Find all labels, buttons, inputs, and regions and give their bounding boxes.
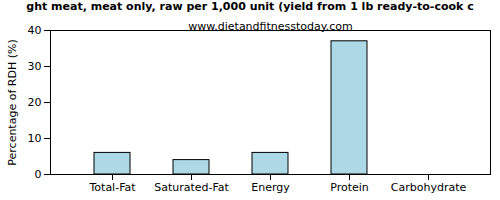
- svg-text:Total-Fat: Total-Fat: [88, 181, 136, 194]
- svg-text:Protein: Protein: [330, 181, 369, 194]
- svg-text:Energy: Energy: [251, 181, 290, 194]
- html-text:ght meat, meat only, raw per 1: ght meat, meat only, raw per 1,000 unit …: [26, 0, 474, 13]
- svg-text:www.dietandfitnesstoday.com: www.dietandfitnesstoday.com: [188, 20, 352, 33]
- svg-text:40: 40: [28, 24, 42, 37]
- svg-text:Percentage of RDH (%): Percentage of RDH (%): [6, 39, 19, 165]
- svg-text:20: 20: [28, 96, 42, 109]
- svg-text:Saturated-Fat: Saturated-Fat: [154, 181, 229, 194]
- svg-text:Carbohydrate: Carbohydrate: [391, 181, 467, 194]
- svg-text:30: 30: [28, 60, 42, 73]
- svg-text:10: 10: [28, 132, 42, 145]
- svg-text:0: 0: [35, 168, 42, 181]
